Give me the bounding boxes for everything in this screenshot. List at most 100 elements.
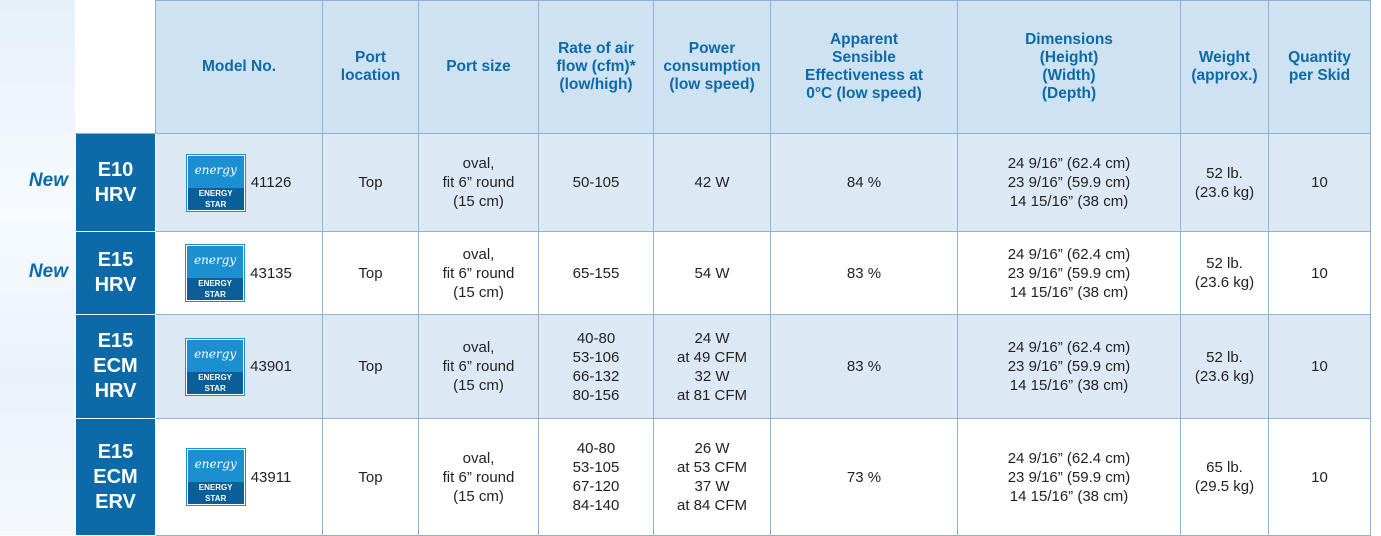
- text-line: 52 lb.: [1206, 255, 1243, 272]
- column-header: Apparent Sensible Effectiveness at 0°C (low…: [770, 0, 958, 134]
- text-line: 10: [1311, 358, 1328, 375]
- text-line: oval,: [462, 449, 495, 467]
- background: [0, 0, 75, 535]
- text-line: fit 6” round: [442, 358, 515, 375]
- text-line: at 53 CFM: [676, 459, 748, 476]
- cell: 24 9/16” (62.4 cm) 23 9/16” (59.9 cm) 14 1…: [957, 418, 1181, 536]
- cell: 84 %: [770, 133, 958, 232]
- text-line: oval,: [462, 245, 495, 263]
- data-row: E15 ECM HRV energy ENERGY STAR 43901 Top oval, f…: [75, 314, 1371, 419]
- logo-script: energy: [194, 457, 237, 471]
- text-line: 37 W: [694, 478, 730, 495]
- cell: 65-155: [538, 231, 654, 315]
- column-header: Power consumption (low speed): [653, 0, 771, 134]
- cell: 50-105: [538, 133, 654, 232]
- text-line: 52 lb.: [1206, 164, 1243, 182]
- data-row: E10 HRV energy ENERGY STAR 41126 Top oval, fit …: [75, 133, 1371, 232]
- model: energy ENERGY STAR 43901: [160, 337, 318, 396]
- cell: 40-80 53-105 67-120 84-140: [538, 418, 654, 536]
- text-line: Sensible: [832, 49, 896, 66]
- text-line: consumption: [663, 58, 761, 75]
- text-line: Top: [358, 468, 383, 486]
- model-number: 43911: [250, 468, 292, 486]
- row-label: E15 ECM ERV: [75, 418, 156, 536]
- text-line: 52 lb.: [1206, 348, 1243, 366]
- text-line: 0°C (low speed): [806, 85, 922, 102]
- text-line: (23.6 kg): [1194, 367, 1255, 385]
- text-line: Effectiveness at: [804, 67, 924, 84]
- cell: 65 lb. (29.5 kg): [1180, 418, 1269, 536]
- cell: Top: [322, 314, 419, 419]
- text-line: (15 cm): [453, 377, 504, 394]
- text-line: Rate of air: [558, 40, 634, 57]
- cell: 26 W at 53 CFM 37 W at 84 CFM: [653, 418, 771, 536]
- row-label: E15 HRV: [75, 231, 156, 315]
- text-line: Quantity: [1288, 49, 1351, 66]
- model-cell: energy ENERGY STAR 43901: [155, 314, 323, 419]
- data-row: E15 HRV energy ENERGY STAR 43135 Top oval, fit …: [75, 231, 1371, 315]
- text-line: 10: [1311, 468, 1328, 486]
- text-line: Top: [358, 358, 383, 375]
- model: energy ENERGY STAR 43911: [160, 448, 318, 506]
- text-line: 23 9/16” (59.9 cm): [1007, 358, 1131, 375]
- row-label: E15 ECM HRV: [75, 314, 156, 419]
- cell: 40-80 53-106 66-132 80-156: [538, 314, 654, 419]
- text-line: flow (cfm)*: [556, 58, 636, 75]
- text-line: 23 9/16” (59.9 cm): [1007, 468, 1131, 486]
- text-line: 24 9/16” (62.4 cm): [1007, 245, 1131, 263]
- text-line: (15 cm): [453, 283, 504, 301]
- model-cell: energy ENERGY STAR 43911: [155, 418, 323, 536]
- text-line: location: [340, 67, 401, 84]
- logo-label: ENERGY STAR: [187, 278, 244, 300]
- logo-label: ENERGY STAR: [187, 482, 244, 504]
- text-line: ECM: [93, 355, 138, 377]
- cell: 73 %: [770, 418, 958, 536]
- text-line: 24 9/16” (62.4 cm): [1007, 339, 1131, 356]
- text-line: (Depth): [1041, 85, 1097, 102]
- text-line: 14 15/16” (38 cm): [1009, 193, 1129, 210]
- new-badge: New: [28, 170, 68, 191]
- text-line: (approx.): [1191, 67, 1258, 84]
- text-line: (15 cm): [453, 487, 504, 505]
- text-line: ECM: [93, 465, 138, 488]
- text-line: 53-106: [572, 348, 620, 366]
- cell: 24 9/16” (62.4 cm) 23 9/16” (59.9 cm) 14 1…: [957, 231, 1181, 315]
- text-line: 24 9/16” (62.4 cm): [1007, 449, 1131, 467]
- header-row: Model No. Port location Port size Rate of ai…: [75, 0, 1371, 134]
- cell: 54 W: [653, 231, 771, 315]
- cell: oval, fit 6” round (15 cm): [418, 418, 539, 536]
- text-line: Weight: [1198, 49, 1251, 66]
- text-line: oval,: [462, 155, 495, 172]
- text-line: HRV: [94, 380, 137, 402]
- text-line: E15: [97, 249, 134, 271]
- text-line: (Height): [1039, 49, 1099, 66]
- logo-script: energy: [194, 253, 237, 267]
- cell: 10: [1268, 418, 1371, 536]
- logo-script: energy: [194, 346, 237, 361]
- text-line: 66-132: [572, 367, 620, 385]
- cell: 83 %: [770, 314, 958, 419]
- text-line: Model No.: [201, 58, 277, 75]
- text-line: oval,: [462, 339, 495, 356]
- text-line: Top: [358, 174, 383, 191]
- cell: Top: [322, 133, 419, 232]
- text-line: fit 6” round: [442, 174, 515, 191]
- text-line: (15 cm): [453, 193, 504, 210]
- text-line: E10: [97, 158, 134, 181]
- text-line: 40-80: [576, 329, 616, 347]
- cell: 83 %: [770, 231, 958, 315]
- text-line: (29.5 kg): [1194, 478, 1255, 495]
- text-line: at 81 CFM: [676, 386, 748, 404]
- text-line: E15: [97, 440, 134, 463]
- text-line: Port: [355, 49, 386, 66]
- logo-label: ENERGY STAR: [187, 187, 244, 210]
- text-line: 23 9/16” (59.9 cm): [1007, 264, 1131, 282]
- cell: 52 lb. (23.6 kg): [1180, 231, 1269, 315]
- column-header: Quantity per Skid: [1268, 0, 1371, 134]
- cell: Top: [322, 231, 419, 315]
- model-cell: energy ENERGY STAR 41126: [155, 133, 323, 232]
- text-line: 83 %: [846, 358, 882, 375]
- model-cell: energy ENERGY STAR 43135: [155, 231, 323, 315]
- text-line: 53-105: [572, 459, 620, 476]
